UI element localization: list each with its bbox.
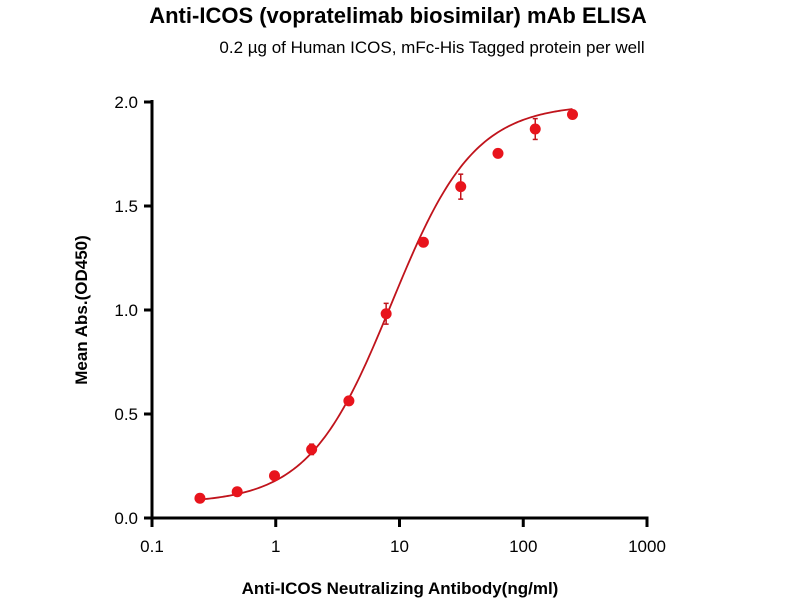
x-tick-label: 0.1 bbox=[140, 537, 164, 556]
data-point bbox=[306, 443, 318, 455]
data-point bbox=[380, 308, 392, 320]
y-tick-label: 0.5 bbox=[114, 405, 138, 424]
data-point bbox=[492, 147, 504, 159]
x-tick-label: 1000 bbox=[628, 537, 666, 556]
x-tick-label: 10 bbox=[390, 537, 409, 556]
x-axis-label: Anti-ICOS Neutralizing Antibody(ng/ml) bbox=[242, 579, 559, 598]
data-point bbox=[343, 395, 355, 407]
data-points bbox=[194, 108, 578, 504]
data-point bbox=[566, 108, 578, 120]
y-tick-label: 1.0 bbox=[114, 301, 138, 320]
data-point bbox=[194, 492, 206, 504]
data-point bbox=[529, 123, 541, 135]
chart-title: Anti-ICOS (vopratelimab biosimilar) mAb … bbox=[149, 3, 647, 28]
y-tick-label: 2.0 bbox=[114, 93, 138, 112]
data-point bbox=[455, 181, 467, 193]
x-tick-label: 100 bbox=[509, 537, 537, 556]
data-point bbox=[417, 236, 429, 248]
chart-subtitle: 0.2 µg of Human ICOS, mFc-His Tagged pro… bbox=[219, 38, 644, 57]
data-point bbox=[268, 470, 280, 482]
y-axis-label: Mean Abs.(OD450) bbox=[72, 235, 91, 385]
y-tick-label: 1.5 bbox=[114, 197, 138, 216]
data-point bbox=[231, 486, 243, 498]
y-tick-label: 0.0 bbox=[114, 509, 138, 528]
axes: 0.0 0.5 1.0 1.5 2.0 0.1 1 10 100 1000 bbox=[114, 93, 666, 556]
x-tick-label: 1 bbox=[271, 537, 280, 556]
